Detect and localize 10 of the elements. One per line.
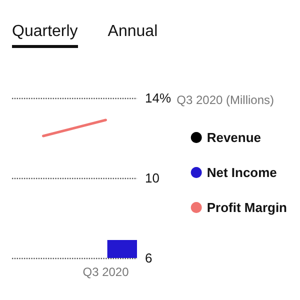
- x-tick-label: Q3 2020: [82, 265, 130, 279]
- y-tick-label: 14%: [145, 90, 172, 106]
- y-tick-label: 10: [145, 170, 160, 186]
- y-tick-label: 6: [145, 250, 152, 266]
- legend-label: Net Income: [206, 165, 277, 180]
- legend-label: Profit Margin: [206, 200, 288, 215]
- legend-label: Revenue: [206, 130, 262, 145]
- text: Annual: [108, 23, 158, 42]
- legend-title: Q3 2020 (Millions): [176, 93, 274, 107]
- text: Quarterly: [12, 23, 78, 48]
